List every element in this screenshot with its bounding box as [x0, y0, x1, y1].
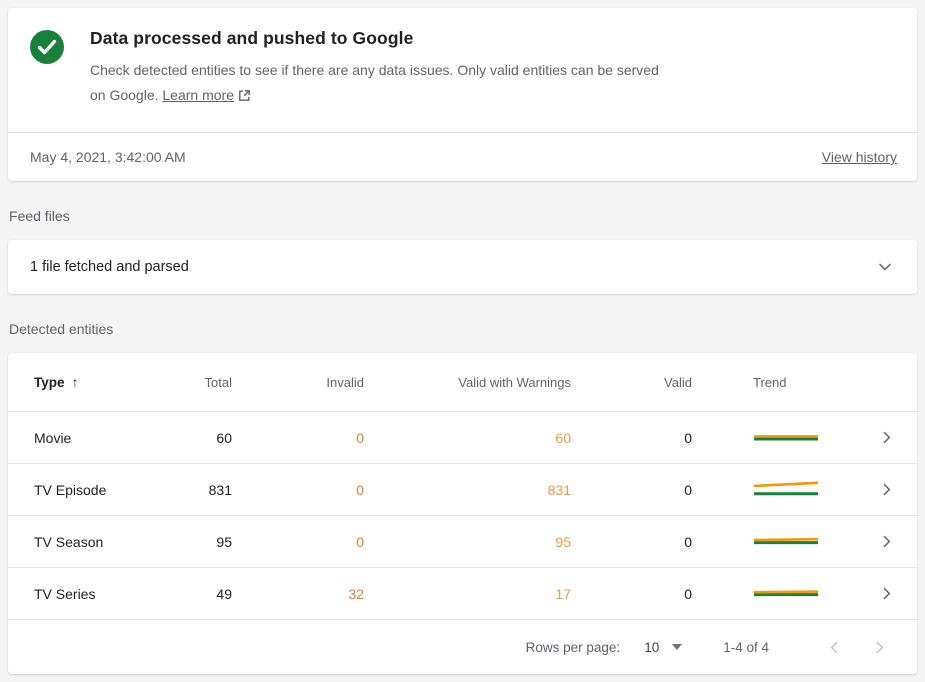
valid-with-warnings-count: 60 — [555, 429, 571, 446]
chevron-right-icon[interactable] — [878, 429, 895, 446]
valid-count: 0 — [684, 533, 692, 550]
next-page-button[interactable] — [867, 635, 891, 659]
external-link-icon[interactable] — [238, 85, 251, 110]
sort-ascending-icon[interactable]: ↑ — [71, 374, 79, 390]
valid-count: 0 — [684, 585, 692, 602]
table-pagination: Rows per page: 10 1-4 of 4 — [8, 619, 917, 674]
trend-sparkline — [754, 434, 818, 440]
table-row-tv-series[interactable]: TV Series 49 32 17 0 — [8, 567, 917, 619]
detected-entities-section-label: Detected entities — [9, 321, 114, 337]
trend-sparkline — [753, 481, 819, 495]
feed-files-section-label: Feed files — [9, 208, 70, 224]
trend-sparkline — [753, 589, 819, 596]
rows-per-page-value[interactable]: 10 — [644, 639, 660, 655]
column-header-total[interactable]: Total — [204, 374, 232, 390]
trend-sparkline — [753, 537, 819, 544]
success-check-icon — [30, 30, 64, 64]
valid-with-warnings-count: 95 — [555, 533, 571, 550]
invalid-count: 32 — [348, 585, 364, 602]
last-run-timestamp: May 4, 2021, 3:42:00 AM — [30, 149, 186, 165]
total-count: 49 — [216, 585, 232, 602]
chevron-right-icon[interactable] — [878, 533, 895, 550]
total-count: 95 — [216, 533, 232, 550]
rows-per-page-label: Rows per page: — [525, 639, 621, 655]
column-header-valid[interactable]: Valid — [664, 374, 692, 390]
chevron-left-icon — [830, 641, 837, 653]
learn-more-link[interactable]: Learn more — [162, 87, 234, 103]
table-row-tv-episode[interactable]: TV Episode 831 0 831 0 — [8, 463, 917, 515]
invalid-count: 0 — [356, 533, 364, 550]
entity-type-label: TV Series — [34, 585, 96, 602]
entity-type-label: Movie — [34, 429, 72, 446]
chevron-right-icon[interactable] — [878, 481, 895, 498]
view-history-link[interactable]: View history — [821, 149, 897, 165]
valid-with-warnings-count: 17 — [555, 585, 571, 602]
invalid-count: 0 — [356, 481, 364, 498]
entity-type-label: TV Episode — [34, 481, 107, 498]
column-header-invalid[interactable]: Invalid — [326, 374, 364, 390]
table-row-tv-season[interactable]: TV Season 95 0 95 0 — [8, 515, 917, 567]
feed-files-panel[interactable]: 1 file fetched and parsed — [8, 240, 917, 294]
pagination-range: 1-4 of 4 — [723, 639, 769, 655]
chevron-right-icon — [876, 641, 883, 653]
total-count: 831 — [208, 481, 232, 498]
invalid-count: 0 — [356, 429, 364, 446]
status-description-text: Check detected entities to see if there … — [90, 62, 659, 103]
total-count: 60 — [216, 429, 232, 446]
valid-with-warnings-count: 831 — [547, 481, 571, 498]
status-title: Data processed and pushed to Google — [90, 28, 414, 48]
column-header-valid-with-warnings[interactable]: Valid with Warnings — [458, 374, 571, 390]
column-header-type[interactable]: Type ↑ — [34, 374, 79, 390]
chevron-right-icon[interactable] — [878, 585, 895, 602]
status-text: Data processed and pushed to Google Chec… — [90, 28, 668, 110]
dropdown-arrow-icon[interactable] — [672, 644, 683, 650]
column-header-trend[interactable]: Trend — [753, 374, 787, 390]
entity-type-label: TV Season — [34, 533, 104, 550]
table-header-row: Type ↑ Total Invalid Valid with Warnings … — [8, 353, 917, 411]
valid-count: 0 — [684, 429, 692, 446]
rows-per-page-select[interactable]: 10 — [644, 640, 723, 655]
status-card: Data processed and pushed to Google Chec… — [8, 8, 917, 181]
status-footer: May 4, 2021, 3:42:00 AM View history — [8, 132, 917, 181]
table-row-movie[interactable]: Movie 60 0 60 0 — [8, 411, 917, 463]
feed-files-summary: 1 file fetched and parsed — [30, 259, 189, 275]
status-description: Check detected entities to see if there … — [90, 58, 668, 110]
detected-entities-table: Type ↑ Total Invalid Valid with Warnings … — [8, 353, 917, 674]
chevron-down-icon[interactable] — [877, 259, 893, 275]
status-body: Data processed and pushed to Google Chec… — [8, 8, 917, 132]
valid-count: 0 — [684, 481, 692, 498]
previous-page-button[interactable] — [822, 635, 846, 659]
